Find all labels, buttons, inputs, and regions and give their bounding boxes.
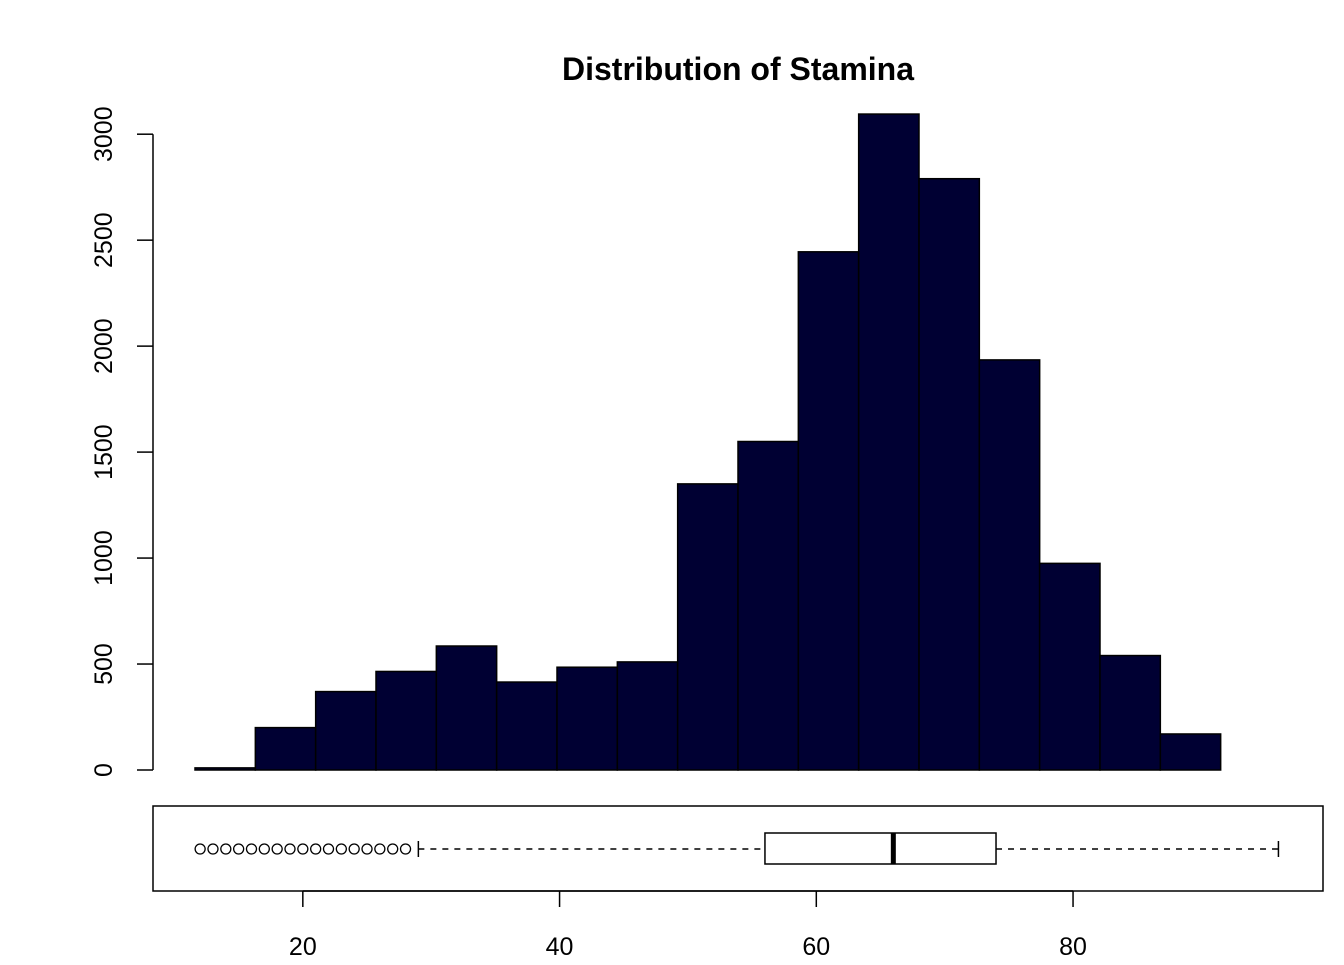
boxplot-outlier: [335, 843, 347, 855]
histogram-bar: [375, 670, 438, 771]
histogram-bar: [918, 177, 981, 771]
y-tick-label: 1000: [90, 530, 118, 586]
y-axis: 0 500 1000 1500 2000 2500 3000: [90, 106, 154, 777]
boxplot-outlier: [207, 843, 219, 855]
boxplot-outlier: [271, 843, 283, 855]
histogram-bar: [616, 661, 679, 771]
boxplot-outlier: [322, 843, 335, 855]
boxplot-outlier: [297, 843, 309, 855]
y-tick-label: 1500: [90, 424, 118, 480]
histogram-bar: [737, 440, 800, 771]
histogram-bar: [435, 645, 498, 771]
boxplot-outlier: [348, 843, 360, 855]
x-axis: 20 40 60 80: [289, 890, 1087, 961]
boxplot-outlier: [387, 843, 399, 855]
histogram-bar: [194, 767, 257, 771]
boxplot-outlier: [232, 843, 245, 855]
boxplot: [152, 805, 1324, 892]
histogram-bar: [1038, 562, 1101, 771]
histogram-bar: [676, 483, 739, 771]
y-tick-label: 2000: [90, 318, 118, 374]
boxplot-outlier: [399, 843, 412, 855]
y-tick-label: 2500: [90, 212, 118, 268]
boxplot-outlier: [258, 843, 270, 855]
boxplot-outlier: [374, 843, 386, 855]
histogram-bar: [857, 113, 920, 771]
y-tick-label: 3000: [90, 106, 118, 162]
histogram-bar: [556, 666, 619, 771]
boxplot-outlier: [220, 843, 232, 855]
boxplot-outlier: [245, 843, 258, 855]
boxplot-outlier: [194, 843, 206, 855]
histogram-bar: [314, 690, 377, 771]
x-tick-label: 40: [546, 933, 574, 960]
histogram-bar: [978, 359, 1041, 771]
boxplot-outlier: [284, 843, 296, 855]
x-tick-label: 80: [1059, 933, 1087, 960]
histogram-bar: [495, 681, 558, 771]
x-tick-label: 60: [802, 933, 830, 960]
histogram-bars: [194, 113, 1222, 771]
x-tick-label: 20: [289, 933, 317, 960]
y-tick-label: 500: [90, 643, 118, 685]
boxplot-outlier: [310, 843, 322, 855]
chart-title: Distribution of Stamina: [562, 51, 914, 87]
histogram-bar: [254, 726, 317, 771]
boxplot-outlier: [361, 843, 373, 855]
histogram-bar: [797, 251, 860, 771]
boxplot-box: [764, 832, 997, 865]
boxplot-frame: [152, 805, 1324, 892]
histogram-bar: [1159, 733, 1222, 771]
histogram-bar: [1099, 654, 1162, 771]
y-tick-label: 0: [90, 763, 118, 777]
